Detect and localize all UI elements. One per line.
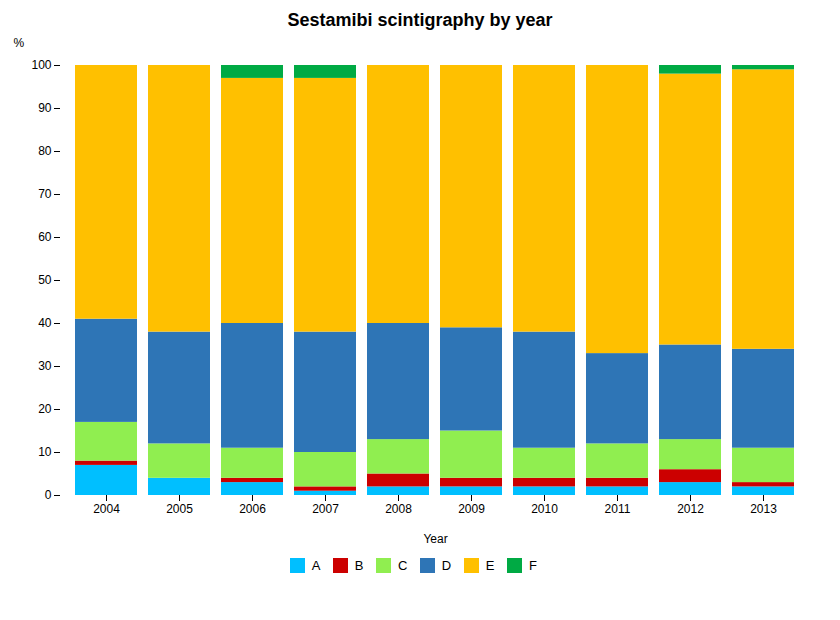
svg-text:%: %: [14, 36, 25, 50]
svg-text:2013: 2013: [750, 502, 777, 516]
svg-text:2006: 2006: [239, 502, 266, 516]
html-text:C: C: [398, 558, 408, 573]
svg-text:80: 80: [38, 144, 52, 158]
svg-text:0: 0: [45, 488, 52, 502]
svg-text:30: 30: [38, 359, 52, 373]
svg-text:50: 50: [38, 273, 52, 287]
svg-text:20: 20: [38, 402, 52, 416]
svg-text:2011: 2011: [605, 502, 631, 516]
svg-text:70: 70: [38, 187, 52, 201]
svg-text:2004: 2004: [93, 502, 120, 516]
svg-text:2012: 2012: [677, 502, 704, 516]
svg-text:100: 100: [31, 58, 51, 72]
svg-text:2007: 2007: [312, 502, 339, 516]
svg-text:2008: 2008: [385, 502, 412, 516]
svg-text:60: 60: [38, 230, 52, 244]
html-text:D: D: [441, 558, 452, 573]
svg-text:90: 90: [38, 101, 52, 115]
html-text:E: E: [485, 558, 495, 573]
svg-text:2005: 2005: [166, 502, 193, 516]
html-text:F: F: [528, 558, 537, 573]
svg-text:2009: 2009: [458, 502, 485, 516]
html-text:B: B: [354, 558, 364, 573]
svg-text:10: 10: [38, 445, 52, 459]
html-text:Sestamibi scintigraphy by year: Sestamibi scintigraphy by year: [287, 10, 553, 30]
svg-text:2010: 2010: [531, 502, 558, 516]
svg-text:40: 40: [38, 316, 52, 330]
html-text:A: A: [311, 558, 321, 573]
svg-text:Year: Year: [423, 532, 447, 546]
